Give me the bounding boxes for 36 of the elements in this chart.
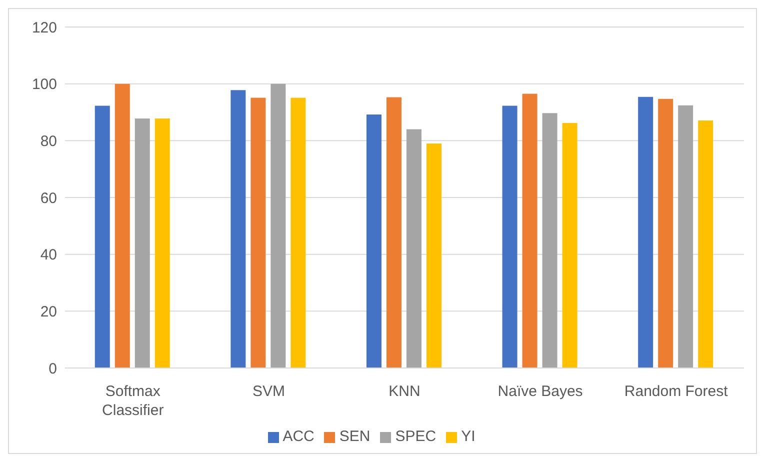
bar [406,129,422,368]
y-tick-label: 80 [40,132,57,150]
x-tick-label: KNN [388,383,420,400]
x-tick-label: Random Forest [624,383,729,400]
bar [114,84,130,368]
legend-label: SPEC [395,428,436,445]
y-tick-label: 100 [32,76,57,94]
x-tick-label: Softmax Classifier [102,383,164,419]
x-tick-label: SVM [252,383,285,400]
bar [426,144,442,368]
bar [658,98,674,368]
bar [270,84,286,368]
y-tick-label: 60 [40,190,57,207]
bar [522,94,538,368]
bar [678,105,694,368]
y-tick-label: 120 [32,19,57,36]
x-tick-label: Naïve Bayes [498,383,583,400]
y-tick-label: 40 [40,246,57,264]
bar [542,113,558,368]
legend-label: ACC [282,428,314,445]
bar [638,96,654,368]
bar [562,123,578,368]
bar [134,118,150,368]
bar [386,97,402,368]
bar [290,98,306,368]
legend-label: SEN [339,428,370,445]
bar [154,118,170,368]
bar [366,114,382,368]
y-tick-label: 20 [40,303,57,320]
bar [250,98,266,368]
y-tick-label: 0 [48,360,57,378]
legend-label: YI [461,428,476,445]
bar [698,120,714,368]
bar [502,106,518,368]
bar [94,106,110,368]
bar [230,90,246,368]
